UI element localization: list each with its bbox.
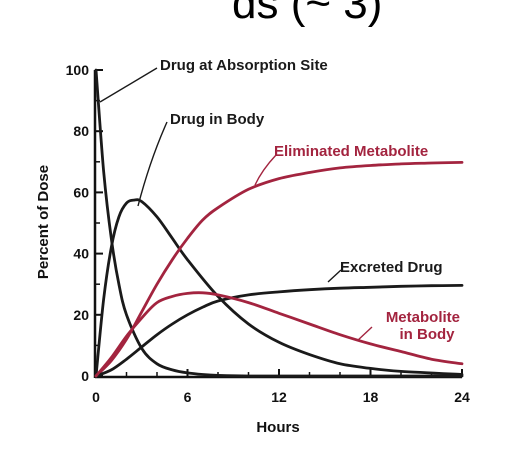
x-axis-ticks: 0 6 12 18 24 — [92, 369, 470, 405]
series-line-excreted-drug — [94, 284, 464, 378]
y-axis-title: Percent of Dose — [35, 165, 52, 279]
y-tick-label: 0 — [81, 368, 89, 384]
leader-drug-in-body — [137, 121, 168, 207]
x-tick-label: 6 — [184, 389, 192, 405]
annotation-drug-in-body: Drug in Body — [170, 111, 265, 128]
annotation-excreted-drug: Excreted Drug — [340, 259, 443, 276]
leader-eliminated-metabolite — [254, 154, 277, 186]
series-line-drug-at-absorption-site — [94, 68, 464, 378]
annotation-leaders — [99, 67, 373, 342]
leader-metabolite-in-body — [356, 326, 373, 342]
x-tick-label: 18 — [363, 389, 379, 405]
leader-drug-at-absorption-site — [99, 67, 158, 103]
y-tick-label: 80 — [73, 123, 89, 139]
x-axis-title: Hours — [256, 419, 299, 436]
annotations: Drug at Absorption Site Drug in Body Eli… — [160, 57, 464, 343]
y-tick-label: 20 — [73, 307, 89, 323]
x-tick-label: 24 — [454, 389, 470, 405]
series-line-eliminated-metabolite — [94, 161, 464, 378]
series-line-drug-in-body — [94, 198, 464, 378]
annotation-metabolite-in-body-line1: Metabolite — [386, 309, 460, 326]
y-tick-label: 40 — [73, 246, 89, 262]
series-layer — [94, 68, 464, 378]
leader-excreted-drug — [327, 269, 342, 283]
y-tick-label: 100 — [66, 62, 90, 78]
annotation-eliminated-metabolite: Eliminated Metabolite — [274, 143, 428, 160]
annotation-drug-at-absorption-site: Drug at Absorption Site — [160, 57, 328, 74]
y-axis-ticks: 0 20 40 60 80 100 — [66, 62, 103, 384]
annotation-metabolite-in-body-line2: in Body — [400, 326, 456, 343]
annotation-metabolite-in-body: Metabolite in Body — [386, 309, 464, 343]
clipped-heading: ds (~ 3) — [232, 0, 382, 28]
y-tick-label: 60 — [73, 184, 89, 200]
series-line-metabolite-in-body — [94, 291, 464, 378]
x-tick-label: 0 — [92, 389, 100, 405]
x-tick-label: 12 — [271, 389, 287, 405]
